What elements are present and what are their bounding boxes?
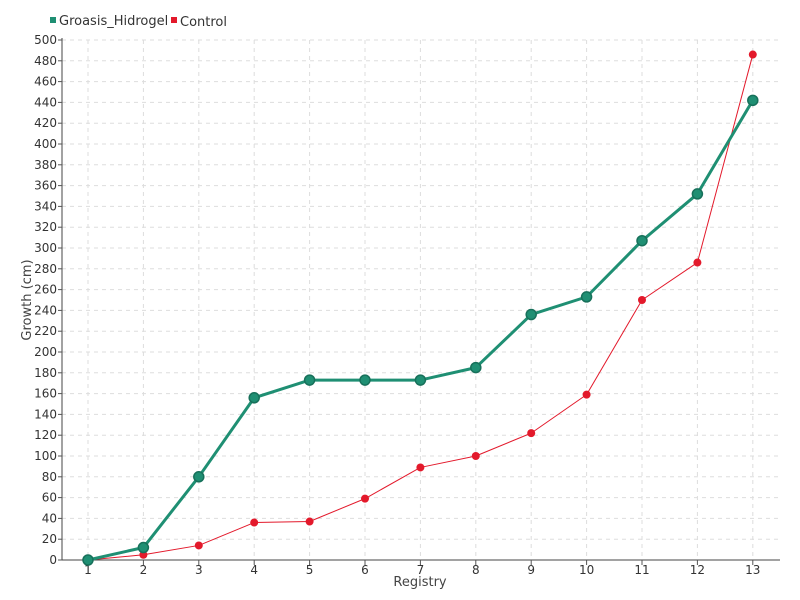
x-tick-label: 13 [745,563,760,577]
data-point[interactable] [414,374,427,386]
y-tick-label: 400 [34,137,57,151]
data-point[interactable] [82,554,94,566]
x-tick-label: 2 [140,563,148,577]
y-tick-label: 160 [34,387,57,401]
y-tick-label: 140 [34,407,57,421]
y-tick-label: 340 [34,199,57,213]
y-tick-label: 60 [42,491,57,505]
y-tick-label: 300 [34,241,57,255]
data-point[interactable] [580,291,593,303]
legend-swatch-control [171,17,177,23]
x-tick-label: 3 [195,563,203,577]
legend: Groasis_Hidrogel Control [50,14,227,30]
legend-label-control: Control [180,15,227,30]
x-tick-label: 12 [690,563,705,577]
y-tick-label: 380 [34,158,57,172]
data-point[interactable] [250,518,259,527]
series-groasis-hidrogel [82,94,759,566]
data-point[interactable] [471,452,480,460]
grid [62,39,780,560]
data-point[interactable] [638,296,646,304]
y-tick-label: 500 [34,33,57,47]
data-point[interactable] [193,471,205,483]
legend-swatch-groasis [50,17,56,23]
data-point[interactable] [748,50,757,59]
x-axis-title: Registry [393,575,447,590]
x-tick-label: 7 [417,563,425,577]
data-point[interactable] [305,517,314,526]
y-axis-ticks: 0 20 40 60 80 100 120 140 160 180 200 220 240 260 280 3… [34,33,62,567]
axes [61,38,780,561]
data-point[interactable] [693,258,702,267]
y-tick-label: 460 [34,75,57,89]
data-point[interactable] [361,494,369,503]
y-tick-label: 180 [34,366,57,380]
legend-item-groasis[interactable]: Groasis_Hidrogel [50,14,168,29]
y-tick-label: 80 [42,470,57,484]
data-point[interactable] [248,392,260,404]
legend-label-groasis: Groasis_Hidrogel [59,14,168,29]
data-point[interactable] [416,463,425,472]
y-tick-label: 20 [42,532,57,546]
y-tick-label: 360 [34,179,57,193]
x-tick-label: 4 [250,563,258,577]
x-tick-label: 1 [84,563,92,577]
data-point[interactable] [359,374,371,386]
y-tick-label: 440 [34,95,57,109]
y-tick-label: 280 [34,262,57,276]
y-tick-label: 240 [34,303,57,317]
y-tick-label: 200 [34,345,57,359]
y-tick-label: 0 [49,553,57,567]
data-point[interactable] [691,188,704,200]
data-point[interactable] [527,429,536,438]
y-tick-label: 120 [34,428,57,442]
y-tick-label: 100 [34,449,57,463]
data-point[interactable] [470,361,482,374]
data-point[interactable] [582,390,591,399]
y-tick-label: 40 [42,511,57,525]
legend-item-control[interactable]: Control [171,15,227,30]
data-point[interactable] [194,541,203,550]
y-tick-label: 260 [34,283,57,297]
data-point[interactable] [525,308,537,321]
x-tick-label: 5 [306,563,314,577]
x-tick-label: 6 [361,563,369,577]
x-axis-ticks: 1 2 3 4 5 6 7 8 9 10 11 12 13 [84,560,760,577]
y-tick-label: 220 [34,324,57,338]
y-axis-title: Growth (cm) [20,259,35,340]
x-tick-label: 9 [527,563,535,577]
y-tick-label: 420 [34,116,57,130]
y-tick-label: 320 [34,220,57,234]
series-layer [82,50,759,566]
data-point[interactable] [137,541,150,554]
y-tick-label: 480 [34,54,57,68]
x-tick-label: 10 [579,563,594,577]
data-point[interactable] [636,234,648,247]
x-tick-label: 11 [634,563,649,577]
data-point[interactable] [747,94,759,107]
data-point[interactable] [303,374,316,386]
x-tick-label: 8 [472,563,480,577]
